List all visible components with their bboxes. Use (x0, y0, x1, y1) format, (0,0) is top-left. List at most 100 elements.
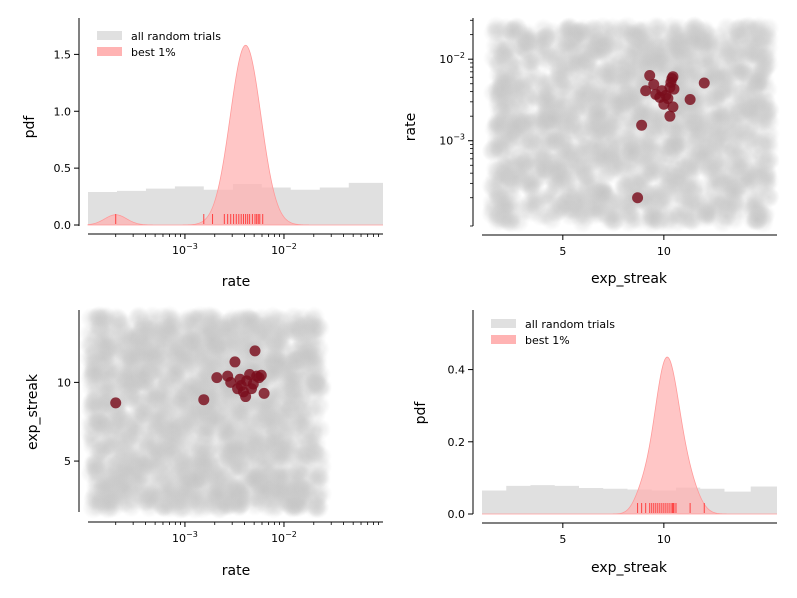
best-point (662, 92, 674, 104)
best-point (684, 94, 696, 106)
trial-point (121, 349, 144, 372)
x-axis-label: rate (222, 274, 250, 290)
trial-point (166, 418, 189, 441)
y-axis-label: pdf (22, 115, 38, 139)
y-tick-label: 0.0 (448, 508, 466, 521)
trial-point (149, 370, 172, 393)
trial-point (587, 41, 610, 64)
tick-exponent: −3 (453, 133, 465, 142)
kde-best-1pct (482, 356, 777, 515)
trial-point (243, 470, 266, 493)
trial-point (584, 91, 607, 114)
tick-exponent: −2 (453, 51, 465, 60)
kde-layer (87, 44, 383, 226)
trial-point (238, 309, 261, 332)
y-tick-label: 0.5 (54, 162, 72, 175)
trial-point (537, 91, 560, 113)
trial-point (301, 318, 324, 341)
trial-point (261, 306, 284, 329)
trial-point (294, 452, 317, 474)
trial-point (515, 39, 538, 62)
trial-point (599, 134, 622, 157)
trial-point (113, 313, 136, 335)
trial-point (301, 364, 324, 387)
cloud-layer (481, 15, 780, 234)
trial-point (79, 346, 102, 369)
best-point (698, 77, 710, 89)
trial-point (591, 154, 614, 177)
trial-point (685, 157, 708, 180)
trial-point (520, 172, 543, 195)
trial-point (521, 73, 544, 96)
trial-point (188, 402, 211, 425)
trial-point (217, 463, 240, 486)
tick-exponent: −2 (285, 530, 297, 539)
trial-point (109, 418, 131, 441)
x-tick-label: 10 (657, 533, 671, 546)
trial-point (699, 190, 722, 213)
tick-exponent: −3 (186, 242, 198, 251)
legend-label-best: best 1% (131, 46, 176, 59)
trial-point (648, 119, 671, 141)
y-axis-label: pdf (413, 401, 429, 425)
x-tick-label: 5 (559, 245, 566, 258)
trial-point (554, 58, 577, 81)
trial-point (171, 389, 194, 412)
trial-point (519, 192, 542, 215)
trial-point (512, 121, 535, 144)
best-point (667, 101, 679, 113)
legend-label-all: all random trials (131, 30, 221, 43)
trial-point (540, 208, 563, 231)
trial-point (622, 207, 645, 230)
trial-point (620, 139, 643, 162)
legend-swatch-all (97, 31, 122, 40)
points-layer (110, 345, 270, 409)
trial-point (220, 484, 243, 507)
trial-point (100, 357, 123, 380)
trial-point (80, 397, 103, 420)
panel-streak-pdf: 5 10 0.0 0.2 0.4 exp_streak pdf all random t… (413, 310, 777, 576)
y-tick-label: 0.0 (54, 219, 72, 232)
y-tick-label: 1.5 (54, 48, 72, 61)
best-point (667, 71, 679, 83)
trial-point (183, 337, 206, 359)
legend-label-best: best 1% (525, 334, 570, 347)
trial-point (483, 21, 506, 44)
trial-point (706, 168, 729, 191)
best-point (636, 119, 648, 131)
x-tick-label: 10−3 (172, 242, 198, 257)
trial-point (622, 62, 645, 85)
best-point (644, 70, 656, 82)
panel-rate-vs-streak: 10−3 10−2 5 10 rate exp_streak (25, 305, 383, 579)
axes: 5 10 0.0 0.2 0.4 (448, 310, 777, 546)
x-tick-label: 10−2 (271, 242, 297, 257)
trial-point (593, 180, 616, 203)
trial-point (699, 35, 722, 58)
legend-swatch-best (491, 335, 516, 344)
trial-point (633, 100, 656, 123)
points-layer (632, 70, 710, 204)
best-point (640, 85, 652, 97)
trial-point (200, 305, 223, 328)
trial-point (744, 103, 767, 126)
x-tick-label: 10 (657, 245, 671, 258)
best-point (211, 372, 223, 384)
trial-point (192, 460, 215, 483)
y-tick-label: 0.4 (448, 364, 466, 377)
best-point (632, 192, 644, 204)
y-tick-label: 10−2 (439, 51, 465, 66)
trial-point (559, 198, 582, 221)
trial-point (270, 399, 293, 422)
trial-point (80, 462, 103, 485)
trial-point (103, 484, 125, 507)
trial-point (169, 458, 192, 481)
trial-point (757, 169, 780, 192)
trial-point (158, 305, 181, 328)
trial-point (663, 37, 686, 60)
trial-point (273, 437, 295, 460)
trial-point (669, 204, 692, 227)
trial-point (245, 427, 267, 450)
trial-point (191, 496, 214, 519)
trial-point (218, 416, 241, 439)
trial-point (298, 347, 321, 370)
